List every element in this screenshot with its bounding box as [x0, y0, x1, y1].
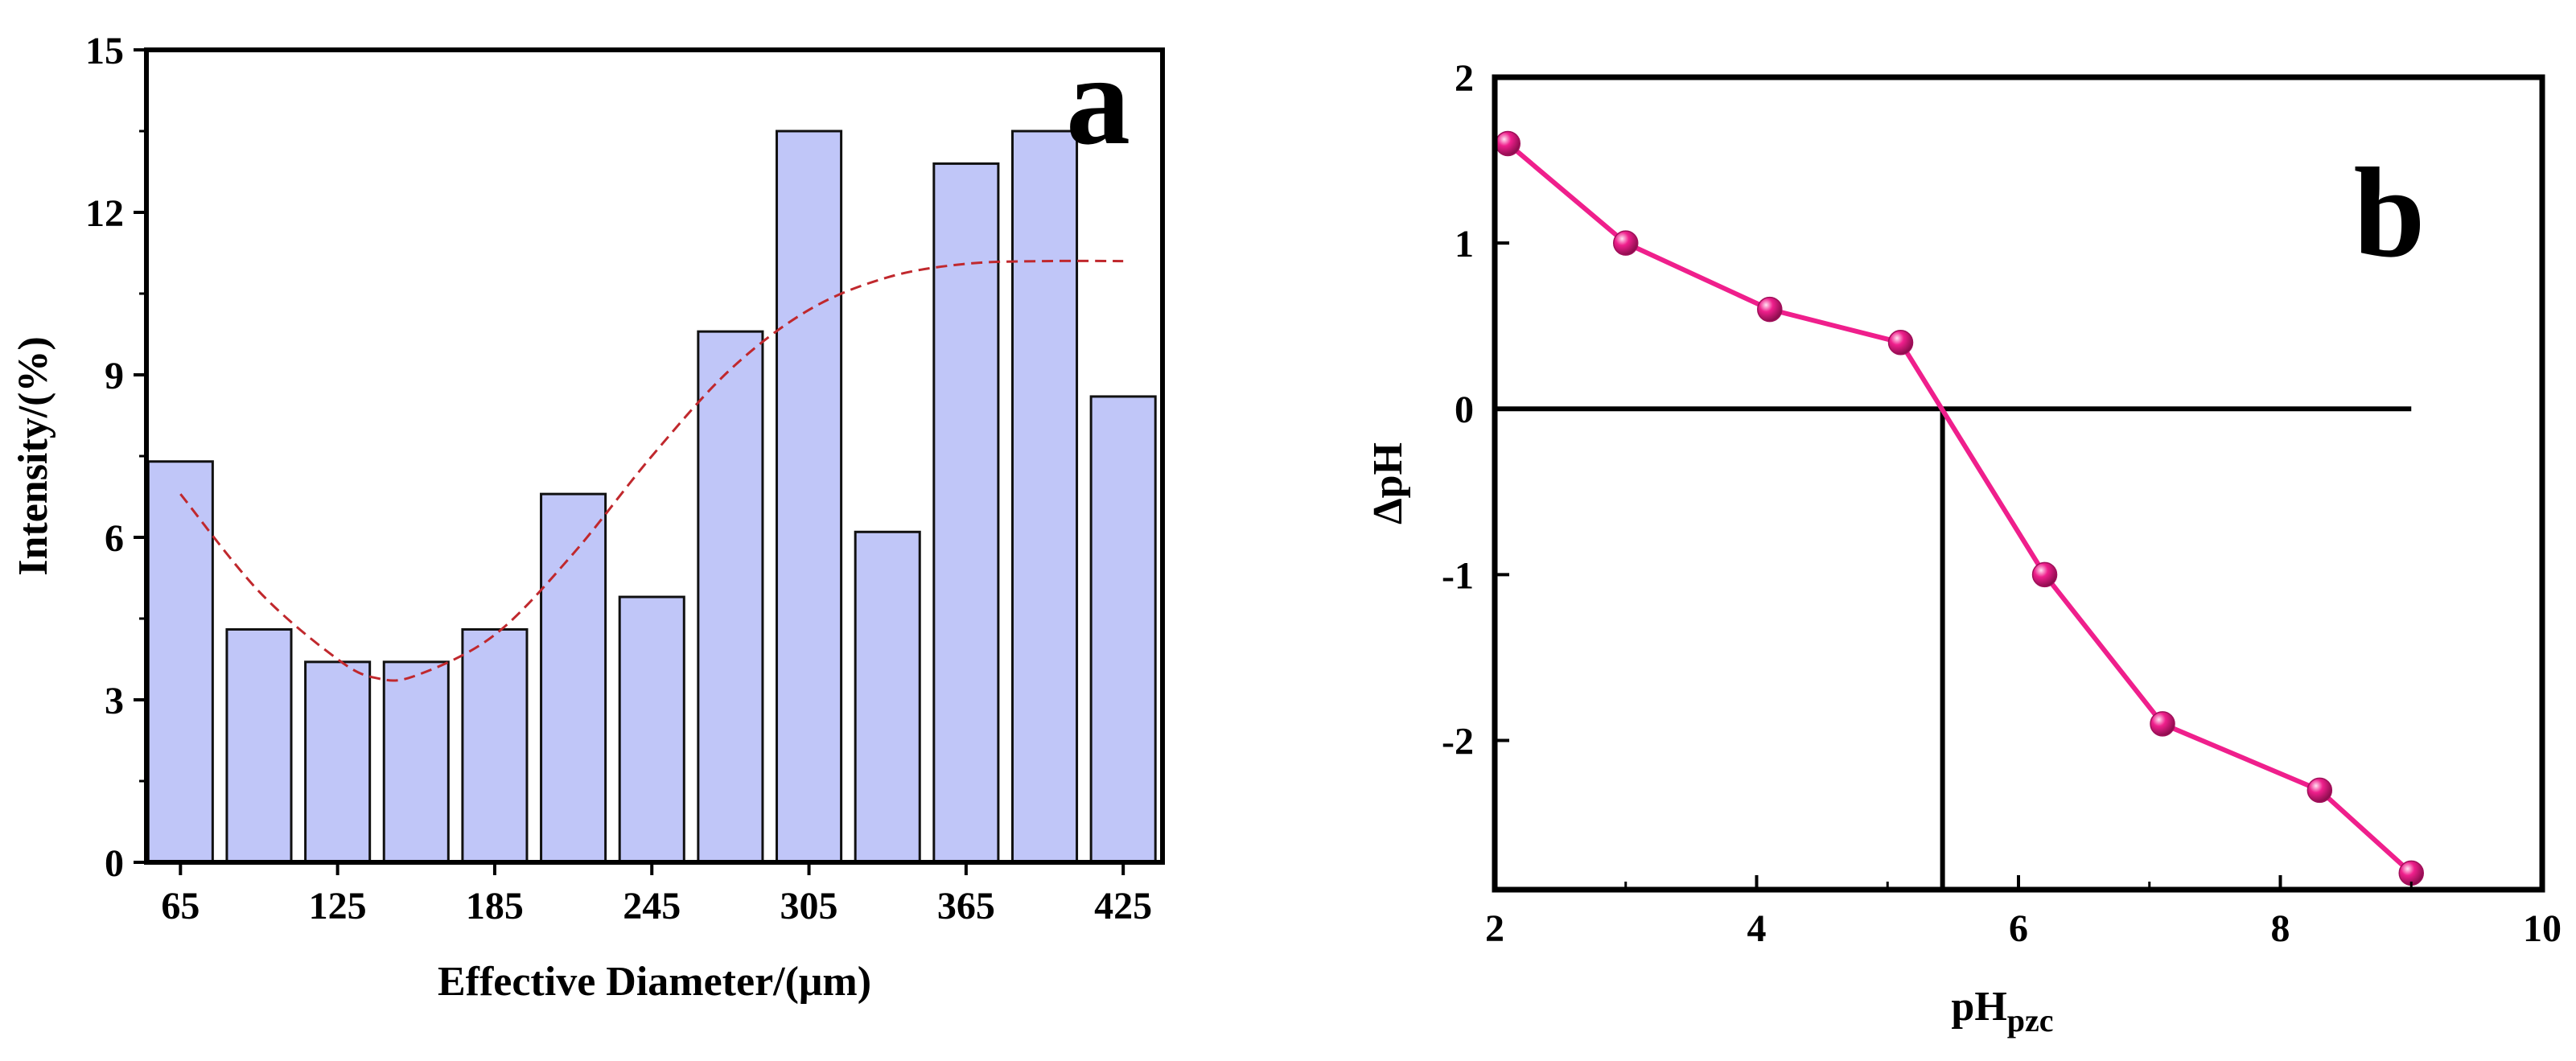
b-xtick-label-10: 10	[2523, 907, 2562, 950]
a-xtick-label-305: 305	[780, 885, 838, 927]
b-ytick-label-1: 1	[1455, 223, 1474, 265]
b-point-1	[1613, 230, 1639, 256]
a-bar-275	[697, 330, 764, 864]
b-xtick-label-2: 2	[1485, 907, 1504, 950]
b-xtick-label-6: 6	[2009, 907, 2028, 950]
a-bar-215	[540, 492, 607, 864]
b-series-line	[1506, 142, 2413, 875]
b-point-6	[2306, 777, 2333, 804]
a-ytick-label-15: 15	[85, 30, 124, 72]
a-bars-group	[146, 130, 1157, 864]
a-ytick-label-9: 9	[105, 355, 124, 397]
b-ytick-label-2: 2	[1455, 57, 1474, 100]
a-y-axis-title: Intensity/(%)	[10, 336, 56, 576]
a-bar-245	[618, 595, 685, 864]
b-point-7	[2398, 860, 2424, 886]
b-x-ticks: 2 4 6 8 10	[1485, 875, 2562, 950]
b-ytick-label--1: -1	[1442, 554, 1474, 597]
a-xtick-label-185: 185	[466, 885, 524, 927]
a-ytick-label-3: 3	[105, 680, 124, 722]
a-bar-95	[225, 627, 293, 864]
a-ytick-label-0: 0	[105, 842, 124, 885]
b-point-4	[2031, 561, 2058, 588]
a-xtick-label-425: 425	[1094, 885, 1152, 927]
a-bar-305	[776, 130, 843, 864]
b-point-0	[1495, 130, 1521, 157]
panel-a-histogram: 65 125 185 245 305 365 425 0 3 6 9 12 15 Effective …	[10, 28, 1165, 1005]
a-bar-65	[146, 460, 214, 864]
a-ytick-label-6: 6	[105, 517, 124, 560]
b-point-5	[2150, 711, 2175, 737]
b-ytick-label-0: 0	[1455, 389, 1474, 431]
a-x-axis-title: Effective Diameter/(μm)	[438, 959, 871, 1005]
a-bar-365	[932, 162, 1000, 864]
b-y-axis-title: ΔpH	[1365, 442, 1411, 524]
a-x-ticks: 65 125 185 245 305 365 425	[161, 862, 1152, 927]
a-ytick-label-12: 12	[85, 192, 124, 235]
panel-b-line-chart: 2 4 6 8 10 -2 -1 0 1 2 pHpzc ΔpH b	[1365, 57, 2562, 1038]
a-y-ticks: 0 3 6 9 12 15	[85, 30, 146, 885]
b-point-3	[1887, 330, 1914, 356]
b-xtick-label-4: 4	[1747, 907, 1767, 950]
a-xtick-label-65: 65	[161, 885, 200, 927]
b-point-2	[1757, 296, 1783, 323]
a-fit-curve	[179, 259, 1124, 682]
b-x-axis-title-sub: pzc	[2007, 1002, 2054, 1038]
a-bar-125	[304, 660, 372, 864]
b-x-axis-title: pHpzc	[1951, 984, 2053, 1038]
b-x-axis-title-main: pH	[1951, 984, 2006, 1030]
a-bar-155	[382, 660, 450, 864]
b-ytick-label--2: -2	[1442, 720, 1474, 763]
a-xtick-label-125: 125	[309, 885, 367, 927]
a-bar-425	[1089, 395, 1157, 864]
a-bar-335	[854, 530, 921, 864]
b-series-points	[1495, 130, 2424, 886]
b-panel-letter: b	[2354, 141, 2426, 284]
b-y-ticks: -2 -1 0 1 2	[1442, 57, 1509, 763]
a-bar-395	[1010, 130, 1079, 864]
b-xtick-label-8: 8	[2271, 907, 2290, 950]
a-panel-letter: a	[1066, 28, 1130, 171]
a-xtick-label-245: 245	[623, 885, 681, 927]
a-xtick-label-365: 365	[937, 885, 995, 927]
a-bar-185	[461, 627, 529, 864]
